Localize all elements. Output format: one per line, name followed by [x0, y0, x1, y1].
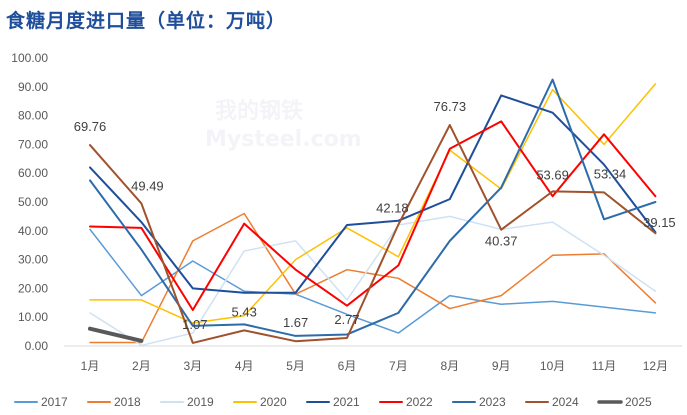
data-label: 1.67 — [283, 315, 308, 330]
legend-label: 2022 — [406, 395, 433, 409]
data-label: 69.76 — [74, 119, 107, 134]
series-line-2020 — [89, 83, 657, 324]
y-tick-label: 30.00 — [18, 253, 48, 267]
x-tick-label: 5月 — [286, 359, 305, 373]
chart-title: 食糖月度进口量（单位：万吨） — [6, 10, 287, 32]
y-tick-label: 40.00 — [18, 224, 48, 238]
x-tick-label: 11月 — [592, 359, 616, 373]
legend-item-2017: 2017 — [14, 395, 68, 409]
series-line-2018 — [89, 212, 657, 344]
x-tick-label: 7月 — [389, 359, 408, 373]
watermark-text: Mysteel.com — [205, 127, 362, 152]
legend-item-2021: 2021 — [306, 395, 360, 409]
data-label: 42.18 — [376, 201, 409, 216]
legend-item-2023: 2023 — [452, 395, 506, 409]
series-line-2023 — [89, 78, 657, 337]
legend-item-2020: 2020 — [233, 395, 287, 409]
watermark-text: 我的钢铁 — [215, 98, 303, 124]
y-tick-label: 60.00 — [18, 166, 48, 180]
legend-label: 2023 — [479, 395, 506, 409]
series-line-2025 — [88, 326, 144, 343]
data-label: 39.15 — [643, 215, 676, 230]
x-tick-label: 3月 — [183, 359, 202, 373]
legend-item-2019: 2019 — [160, 395, 214, 409]
data-label: 1.07 — [182, 317, 207, 332]
legend-item-2024: 2024 — [525, 395, 579, 409]
legend-label: 2021 — [333, 395, 360, 409]
data-label: 40.37 — [485, 234, 518, 249]
x-tick-label: 10月 — [540, 359, 565, 373]
series-line-2022 — [89, 120, 657, 311]
y-tick-label: 70.00 — [18, 137, 48, 151]
series-line-2021 — [89, 94, 657, 294]
legend: 2017 2018 2019 2020 2021 2022 2023 2024 2025 — [14, 395, 652, 409]
y-tick-label: 20.00 — [18, 281, 48, 295]
data-labels: 69.76 49.49 1.07 5.43 1.67 2.77 42.18 76.73 40.3… — [74, 99, 676, 332]
x-tick-label: 4月 — [235, 359, 254, 373]
y-tick-label: 100.00 — [11, 51, 48, 65]
legend-item-2025: 2025 — [597, 395, 652, 409]
data-label: 53.69 — [536, 167, 569, 182]
data-label: 5.43 — [232, 304, 257, 319]
legend-label: 2017 — [41, 395, 68, 409]
x-tick-label: 2月 — [132, 359, 151, 373]
x-axis: 1月 2月 3月 4月 5月 6月 7月 8月 9月 10月 11月 12月 — [64, 345, 682, 373]
x-tick-label: 8月 — [440, 359, 459, 373]
x-tick-label: 1月 — [81, 359, 100, 373]
series-line-2024 — [89, 124, 657, 344]
data-label: 53.34 — [594, 166, 627, 181]
y-axis: 0.00 10.00 20.00 30.00 40.00 50.00 60.00 70.00 8… — [11, 51, 48, 353]
x-tick-label: 9月 — [492, 359, 511, 373]
y-tick-label: 90.00 — [18, 80, 48, 94]
series-lines — [88, 78, 657, 347]
series-line-2019 — [89, 215, 657, 347]
y-tick-label: 10.00 — [18, 310, 48, 324]
legend-item-2022: 2022 — [379, 395, 433, 409]
watermark: 我的钢铁 Mysteel.com — [205, 98, 362, 152]
legend-label: 2018 — [114, 395, 141, 409]
y-tick-label: 50.00 — [18, 195, 48, 209]
legend-label: 2024 — [552, 395, 579, 409]
legend-item-2018: 2018 — [87, 395, 141, 409]
data-label: 49.49 — [131, 178, 164, 193]
x-tick-label: 12月 — [643, 359, 668, 373]
y-tick-label: 80.00 — [18, 109, 48, 123]
data-label: 76.73 — [434, 99, 467, 114]
x-tick-label: 6月 — [338, 359, 357, 373]
data-label: 2.77 — [334, 312, 359, 327]
y-tick-label: 0.00 — [25, 339, 49, 353]
legend-label: 2019 — [187, 395, 214, 409]
legend-label: 2025 — [625, 395, 652, 409]
legend-label: 2020 — [260, 395, 287, 409]
